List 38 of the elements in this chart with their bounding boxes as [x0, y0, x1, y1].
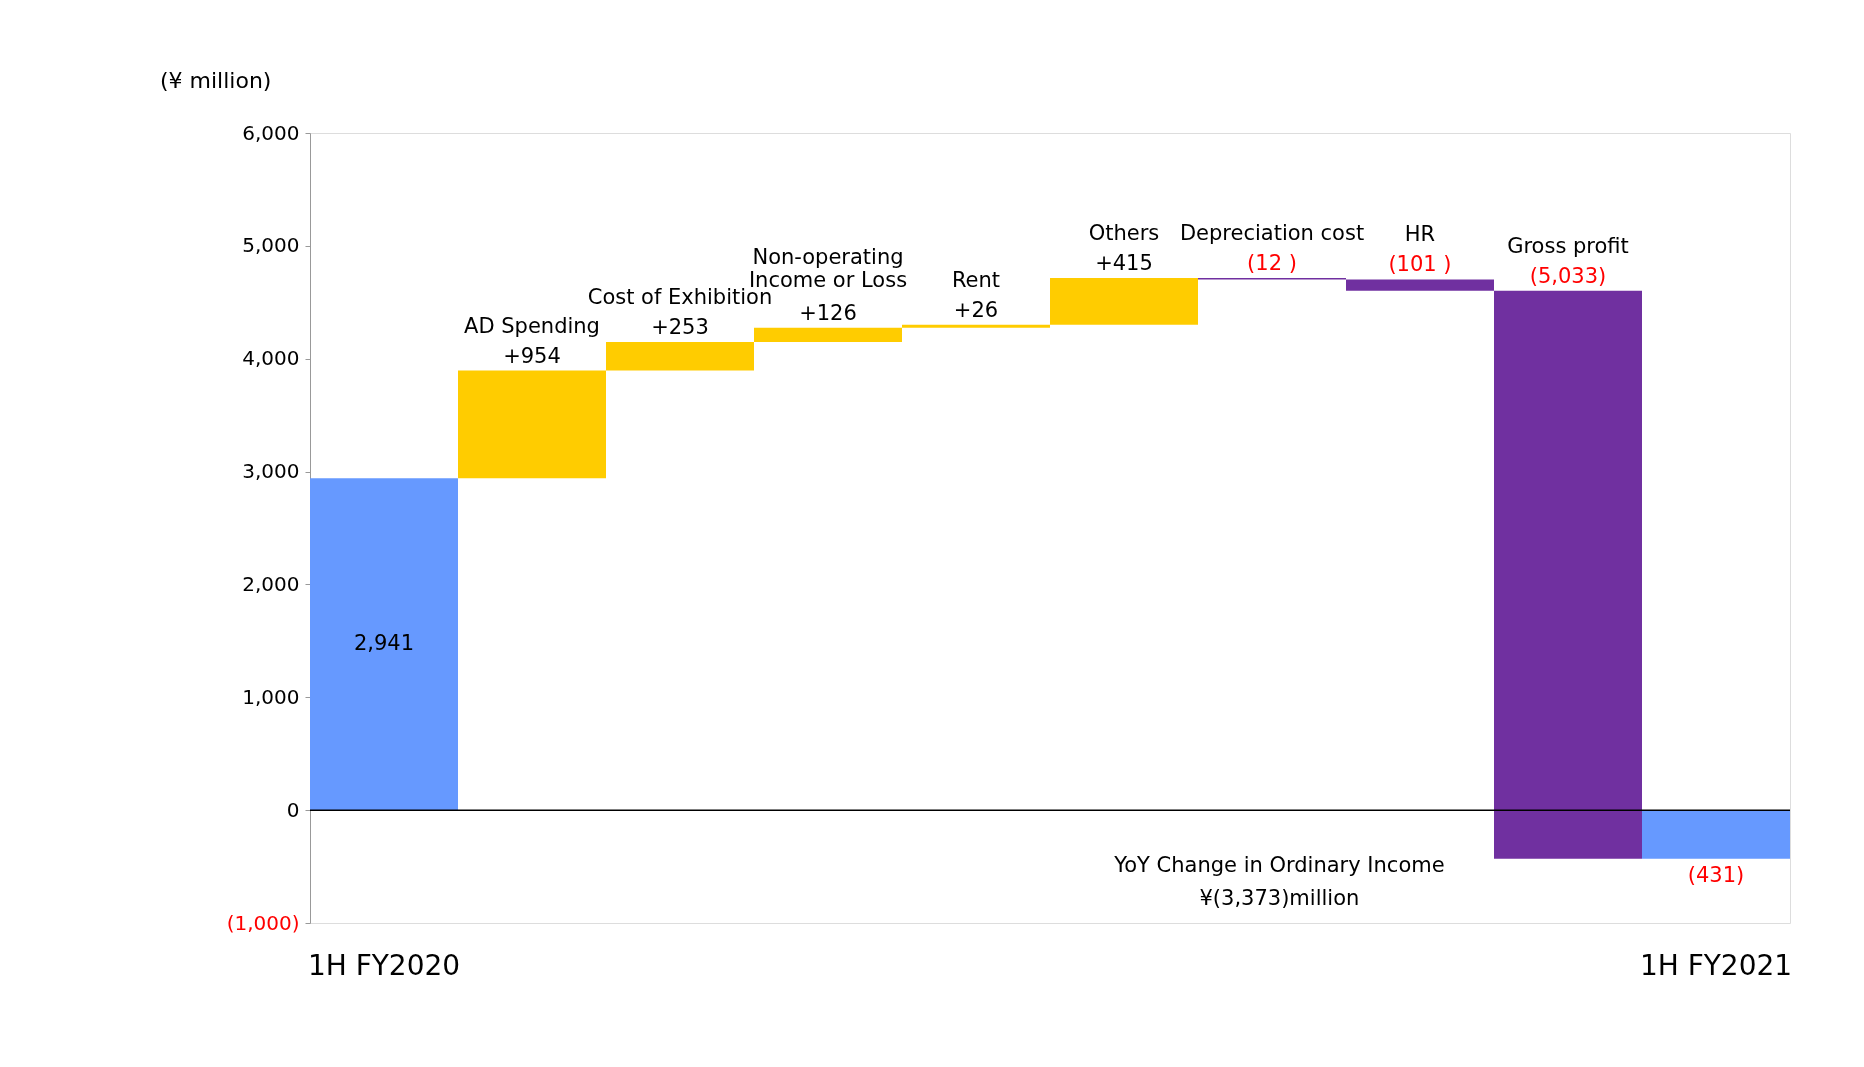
x-tick-label: 1H FY2021 — [1639, 949, 1793, 982]
data-label: (101 ) — [1388, 252, 1452, 277]
data-label: (5,033) — [1529, 263, 1607, 288]
bar — [902, 324, 1050, 328]
x-tick-label: Depreciation cost — [1179, 221, 1365, 246]
data-label: (431) — [1687, 862, 1745, 887]
x-tick-label: AD Spending — [464, 313, 600, 338]
bar — [458, 370, 606, 479]
annotation: ¥(3,373)million — [1199, 886, 1360, 910]
x-tick-label: Others — [1088, 221, 1160, 246]
x-tick-label: Rent — [951, 267, 1001, 292]
y-tick-label: (1,000) — [226, 910, 300, 935]
x-tick-label: 1H FY2020 — [307, 949, 461, 982]
data-label: +415 — [1095, 251, 1153, 276]
y-tick-label: 6,000 — [242, 120, 300, 145]
y-tick-label: 3,000 — [242, 459, 300, 484]
annotation: YoY Change in Ordinary Income — [1113, 853, 1445, 877]
y-tick-label: 0 — [286, 797, 300, 822]
bar — [310, 478, 458, 811]
bar — [1050, 278, 1198, 325]
y-tick-label: 1,000 — [242, 684, 300, 709]
bar — [1642, 810, 1790, 859]
bar — [1494, 290, 1642, 859]
y-tick-label: 2,000 — [242, 571, 300, 596]
x-tick-label: HR — [1404, 222, 1436, 247]
y-tick-label: 5,000 — [242, 233, 300, 258]
data-label: (12 ) — [1247, 251, 1297, 276]
x-tick-label: Gross profit — [1507, 233, 1629, 258]
y-axis-title: (¥ million) — [160, 68, 272, 93]
bar — [606, 342, 754, 371]
data-label: +954 — [503, 343, 561, 368]
bar — [754, 327, 902, 343]
data-label: +253 — [651, 315, 709, 340]
data-label: 2,941 — [353, 631, 415, 656]
data-label: +26 — [953, 297, 999, 322]
bar — [1346, 279, 1494, 291]
data-label: +126 — [799, 300, 857, 325]
y-tick-label: 4,000 — [242, 346, 300, 371]
